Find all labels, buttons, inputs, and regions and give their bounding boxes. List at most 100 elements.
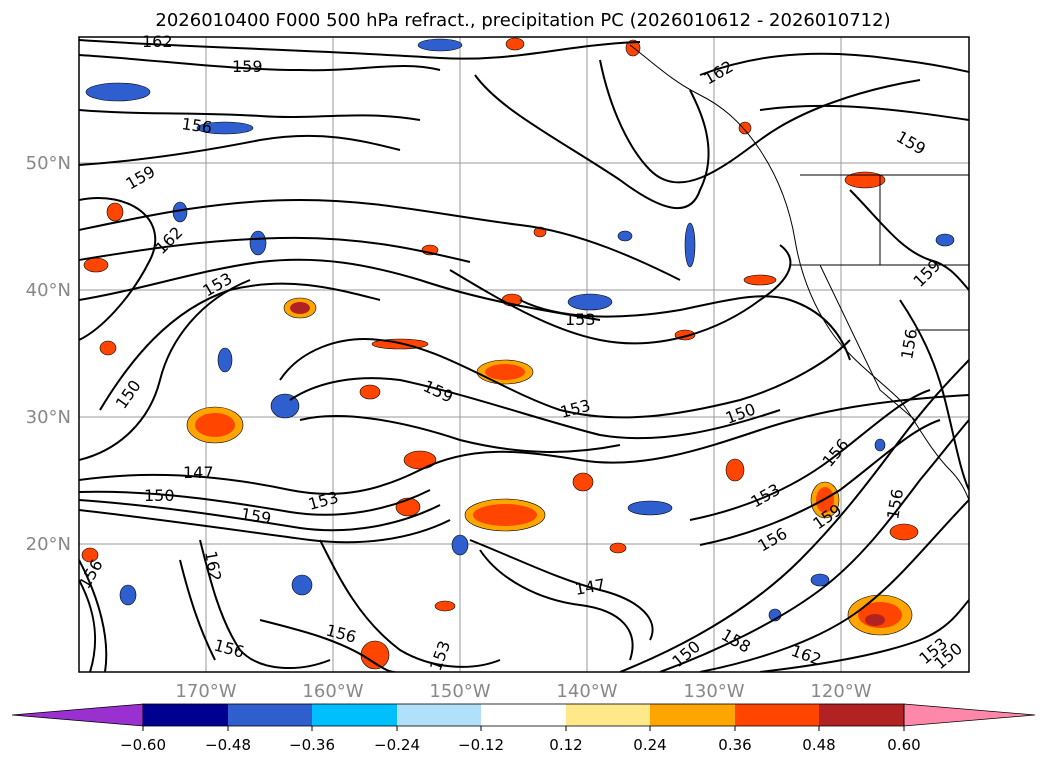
contour-line [619,359,969,672]
precip-blob [684,222,696,268]
precip-blob [290,302,310,314]
contour-line [699,52,969,76]
colorbar-tick-label: −0.36 [289,736,335,754]
contour-line [289,377,781,440]
contour-label: 159 [232,57,263,76]
precip-blob [874,438,886,452]
precip-blob [810,573,830,587]
contour-line [79,394,969,495]
contour-line [179,559,216,661]
precip-blob [725,458,745,482]
lon-label-130w: 130°W [683,681,744,702]
precip-blob [217,347,233,373]
longitude-labels: 170°W 160°W 150°W 140°W 130°W 120°W [175,681,871,702]
colorbar-segment [481,704,566,726]
figure-title: 2026010400 F000 500 hPa refract., precip… [155,10,890,31]
colorbar-segment [397,704,481,726]
colorbar-segment [819,704,904,726]
contour-line [449,244,792,345]
lon-label-120w: 120°W [810,681,871,702]
lat-label-50n: 50°N [26,153,71,174]
lat-label-20n: 20°N [26,534,71,555]
colorbar-tick-label: −0.12 [458,736,504,754]
precip-blob [291,574,313,596]
colorbar-tick-label: 0.36 [718,736,751,754]
contour-label: 153 [565,310,596,329]
precip-blob [451,534,469,556]
colorbar-segment [566,704,650,726]
precip-blob [417,38,463,52]
contour-line [79,559,108,672]
contour-line [79,134,401,166]
contour-line [479,549,634,661]
contour-line [259,619,396,672]
colorbar-tick-label: 0.12 [549,736,582,754]
colorbar-segment [735,704,819,726]
contour-line [79,279,251,461]
colorbar-extend-min [11,703,144,727]
contour-line [79,54,441,72]
contour-line [659,419,969,672]
contour-line [279,338,851,419]
colorbar-tick-label: −0.48 [205,736,251,754]
lon-label-150w: 150°W [429,681,490,702]
colorbar-segment [650,704,735,726]
precip-blob [473,504,537,526]
precip-blob [743,274,777,286]
contour-line [899,299,969,491]
colorbar-tick-label: −0.60 [120,736,166,754]
contour-line [319,539,501,668]
contour-line [79,197,157,341]
contour-label: 156 [180,114,213,137]
precip-blob [865,614,885,626]
precip-blob [81,547,99,563]
contour-label: 162 [142,32,173,51]
colorbar-extend-max [903,703,1036,727]
precip-blob [844,171,886,189]
precip-blob [270,393,300,419]
precip-blob [106,202,124,222]
contour-line [79,109,421,121]
precip-blob [434,600,456,612]
colorbar-segment [143,704,228,726]
positive-precip-areas [81,37,919,670]
colorbar-tick-labels: −0.60 −0.48 −0.36 −0.24 −0.12 0.12 0.24 … [120,736,921,754]
precip-blob [196,121,254,135]
contour-line [699,419,941,546]
precip-blob [738,121,752,135]
precip-blob [935,233,955,247]
contour-line [474,74,710,209]
contour-label: 147 [183,463,214,482]
precip-blob [195,413,235,437]
colorbar-tick-label: 0.60 [887,736,920,754]
latitude-labels: 50°N 40°N 30°N 20°N [26,153,71,555]
negative-precip-areas [85,38,955,622]
colorbar-tick-label: 0.48 [802,736,835,754]
contour-line [849,189,969,291]
coastlines [629,44,969,501]
contour-line [299,415,621,453]
precip-blob [249,230,267,256]
precip-blob [85,82,151,102]
precip-blob [572,472,594,492]
contour-line [79,489,431,516]
precip-blob [625,39,641,57]
precip-blob [505,37,525,51]
contour-line [469,539,654,641]
contour-line [199,539,331,669]
colorbar-segment [312,704,397,726]
precip-blob [360,640,390,670]
contour-line [699,499,969,672]
contour-line [79,499,441,532]
precip-blob [627,500,673,516]
contour-line [79,236,471,263]
contour-line [689,389,931,521]
precip-blob [119,584,137,606]
precip-blob [83,257,109,273]
state-border [819,264,916,421]
precip-blob [485,364,525,380]
contour-line [79,198,681,281]
precip-blob [395,497,421,517]
colorbar: −0.60 −0.48 −0.36 −0.24 −0.12 0.12 0.24 … [11,703,1036,754]
